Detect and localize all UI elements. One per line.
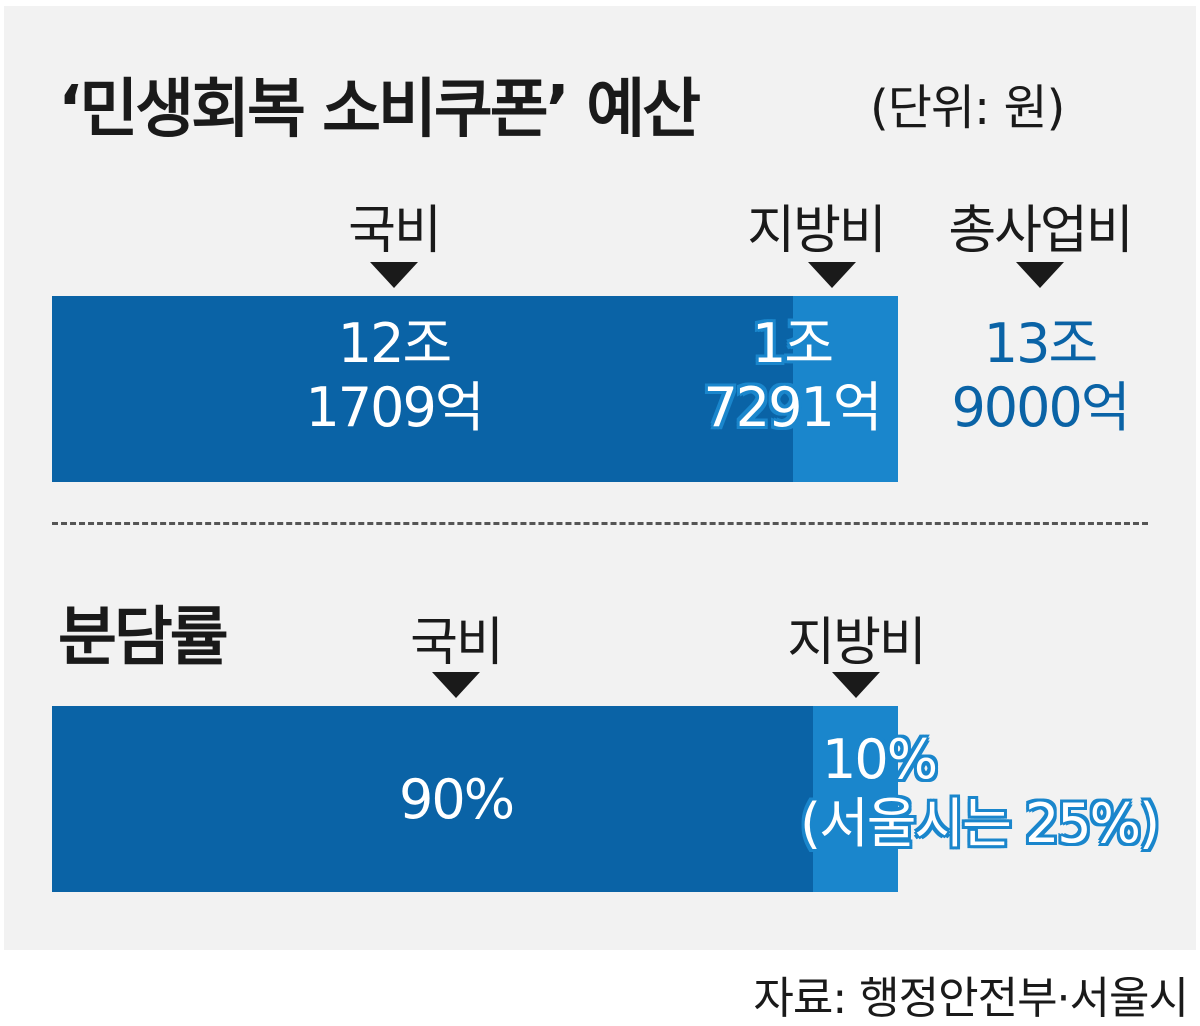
budget-national-value: 12조 1709억 — [244, 312, 544, 440]
budget-local-bar — [793, 296, 898, 482]
budget-total-value: 13조 9000억 — [910, 312, 1170, 440]
budget-national-value-line1: 12조 — [337, 312, 452, 375]
share-national-label: 국비 — [410, 613, 504, 673]
share-local-value-line2: (서울시는 25%) — [800, 792, 1160, 855]
share-section-title: 분담률 — [58, 601, 229, 675]
chart-title: ‘민생회복 소비쿠폰’ 예산 — [58, 73, 701, 147]
share-national-bar — [52, 706, 813, 892]
budget-national-value-line2: 1709억 — [305, 376, 484, 439]
budget-local-value: 1조 7291억 — [672, 312, 912, 440]
budget-total-value-line1: 13조 — [983, 312, 1098, 375]
budget-local-value-line1: 1조 — [751, 312, 834, 375]
share-local-label: 지방비 — [787, 613, 927, 673]
unit-label: (단위: 원) — [870, 80, 1065, 136]
budget-national-arrow — [370, 262, 418, 288]
budget-national-bar — [52, 296, 793, 482]
share-national-value-text: 90% — [398, 768, 515, 831]
share-local-bar — [813, 706, 898, 892]
budget-local-value-line2: 7291억 — [703, 376, 882, 439]
budget-local-arrow — [808, 262, 856, 288]
budget-total-label: 총사업비 — [948, 201, 1133, 261]
budget-total-arrow — [1016, 262, 1064, 288]
section-divider — [52, 522, 1148, 525]
share-local-value-line1: 10% — [822, 728, 938, 791]
source-note: 자료: 행정안전부·서울시 — [753, 973, 1189, 1024]
share-local-value: 10% (서울시는 25%) — [800, 728, 1180, 856]
share-national-value: 90% — [336, 768, 576, 832]
share-national-arrow — [432, 672, 480, 698]
budget-local-label: 지방비 — [747, 201, 887, 261]
share-local-arrow — [832, 672, 880, 698]
budget-national-label: 국비 — [348, 201, 442, 261]
budget-total-value-line2: 9000억 — [951, 376, 1130, 439]
